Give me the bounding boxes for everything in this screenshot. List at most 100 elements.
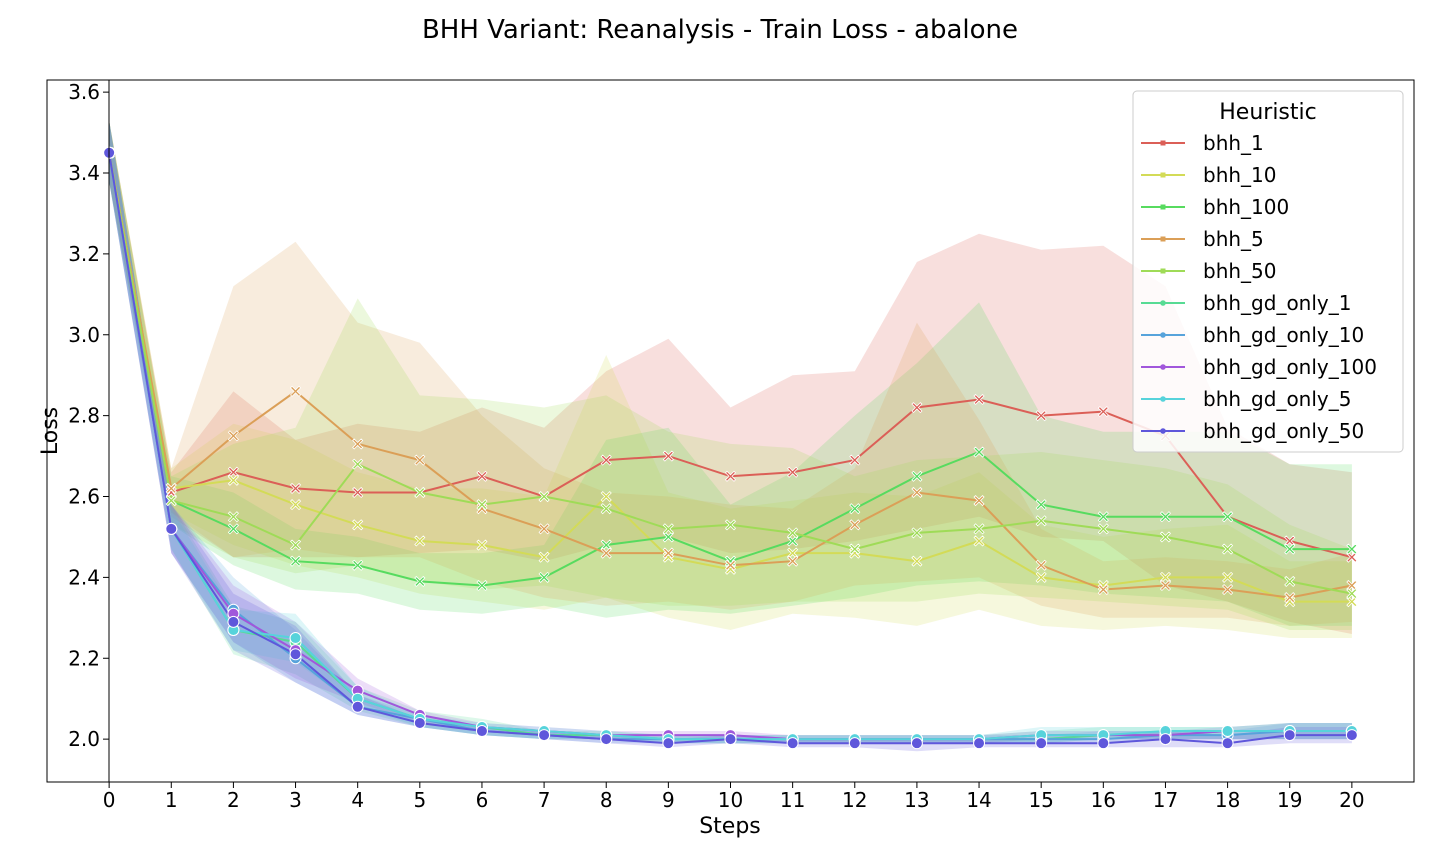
x-marker <box>1346 551 1358 563</box>
x-marker <box>476 499 488 511</box>
x-tick-label: 6 <box>476 788 489 812</box>
band-bhh-100 <box>109 120 1352 626</box>
y-tick-label: 3.2 <box>68 242 100 266</box>
x-marker <box>1159 579 1172 592</box>
point-bhh-gd-only-50 <box>475 725 488 738</box>
point-bhh-100 <box>1222 511 1234 523</box>
x-marker <box>1222 583 1234 596</box>
point-bhh-50 <box>289 539 302 551</box>
point-bhh-1 <box>911 401 923 414</box>
point-bhh-100 <box>1035 499 1047 511</box>
point-bhh-10 <box>476 539 488 551</box>
point-bhh-1 <box>724 470 737 482</box>
legend-swatch-marker <box>1160 428 1166 434</box>
x-marker <box>1346 596 1358 608</box>
x-marker <box>849 519 861 531</box>
x-marker <box>476 539 488 551</box>
x-tick-label: 17 <box>1153 788 1178 812</box>
legend-swatch-marker <box>1160 268 1166 274</box>
point-bhh-100 <box>1284 543 1296 555</box>
y-tick-label: 3.4 <box>68 161 100 185</box>
point-bhh-1 <box>476 470 488 482</box>
x-marker <box>1159 571 1172 583</box>
x-tick-label: 7 <box>538 788 551 812</box>
x-marker <box>227 474 239 486</box>
legend-item-bhh-gd-only-10: bhh_gd_only_10 <box>1141 323 1364 347</box>
point-bhh-5 <box>289 385 302 397</box>
x-tick-label: 8 <box>600 788 613 812</box>
y-tick-label: 2.0 <box>68 727 100 751</box>
x-marker <box>289 482 302 494</box>
x-marker <box>352 559 364 571</box>
y-tick-label: 3.0 <box>68 323 100 347</box>
point-bhh-1 <box>1035 410 1047 422</box>
point-bhh-gd-only-50 <box>724 733 737 746</box>
legend-item-bhh-gd-only-100: bhh_gd_only_100 <box>1141 355 1377 379</box>
x-tick-label: 4 <box>351 788 364 812</box>
x-marker <box>289 539 302 551</box>
point-bhh-1 <box>1346 551 1358 563</box>
point-bhh-gd-only-50 <box>538 729 551 742</box>
point-bhh-10 <box>414 535 426 547</box>
legend-label: bhh_gd_only_5 <box>1203 387 1351 411</box>
point-bhh-50 <box>1222 543 1234 555</box>
point-bhh-5 <box>600 547 612 559</box>
point-bhh-5 <box>352 438 364 450</box>
point-bhh-50 <box>662 523 674 535</box>
x-marker <box>352 458 364 470</box>
x-marker <box>1222 571 1234 583</box>
point-bhh-gd-only-5 <box>289 632 302 645</box>
x-axis-ticks: 0 1 2 3 4 5 6 7 8 9 10 11 12 13 14 15 16 17 18 19 20 <box>103 782 1365 812</box>
point-bhh-gd-only-50 <box>1345 729 1358 742</box>
x-marker <box>600 454 612 466</box>
y-tick-label: 2.6 <box>68 485 100 509</box>
point-bhh-50 <box>538 490 550 503</box>
point-bhh-50 <box>1284 575 1296 587</box>
point-bhh-5 <box>414 454 426 466</box>
x-marker <box>1346 579 1358 592</box>
point-bhh-50 <box>165 494 177 507</box>
legend-label: bhh_gd_only_100 <box>1203 355 1377 379</box>
x-marker <box>227 430 239 442</box>
point-bhh-50 <box>1346 587 1358 600</box>
legend-item-bhh-10: bhh_10 <box>1141 163 1277 187</box>
x-marker <box>1159 511 1172 523</box>
point-bhh-50 <box>787 527 799 539</box>
x-marker <box>787 535 799 547</box>
x-tick-label: 16 <box>1091 788 1116 812</box>
point-bhh-50 <box>911 527 923 539</box>
x-marker <box>787 547 799 559</box>
point-bhh-100 <box>973 446 985 458</box>
point-bhh-100 <box>911 470 923 482</box>
point-bhh-10 <box>1222 571 1234 583</box>
x-tick-label: 9 <box>662 788 675 812</box>
point-bhh-100 <box>1097 511 1109 523</box>
x-marker <box>787 527 799 539</box>
point-bhh-100 <box>1159 511 1172 523</box>
x-marker <box>911 401 923 414</box>
legend-swatch-marker <box>1160 300 1166 306</box>
legend-items: bhh_1 bhh_10 bhh_100 bhh_5 bhh_50 bhh_gd_only… <box>1141 131 1377 443</box>
x-marker <box>538 551 550 563</box>
x-marker <box>1346 543 1358 555</box>
point-bhh-10 <box>787 547 799 559</box>
x-marker <box>787 466 799 478</box>
point-bhh-10 <box>538 551 550 563</box>
chart-title: BHH Variant: Reanalysis - Train Loss - a… <box>422 15 1018 45</box>
legend-label: bhh_50 <box>1203 259 1277 283</box>
x-tick-label: 13 <box>904 788 929 812</box>
legend-label: bhh_100 <box>1203 195 1289 219</box>
point-bhh-10 <box>911 555 923 567</box>
point-bhh-1 <box>662 450 674 462</box>
point-bhh-5 <box>973 494 985 507</box>
point-bhh-gd-only-50 <box>662 737 675 750</box>
y-tick-label: 3.6 <box>68 80 100 104</box>
x-marker <box>911 527 923 539</box>
point-bhh-5 <box>662 547 674 559</box>
x-marker <box>662 523 674 535</box>
point-bhh-100 <box>662 531 674 543</box>
x-marker <box>476 579 488 592</box>
legend-title: Heuristic <box>1219 100 1316 125</box>
x-marker <box>911 486 923 499</box>
x-marker <box>227 511 239 523</box>
